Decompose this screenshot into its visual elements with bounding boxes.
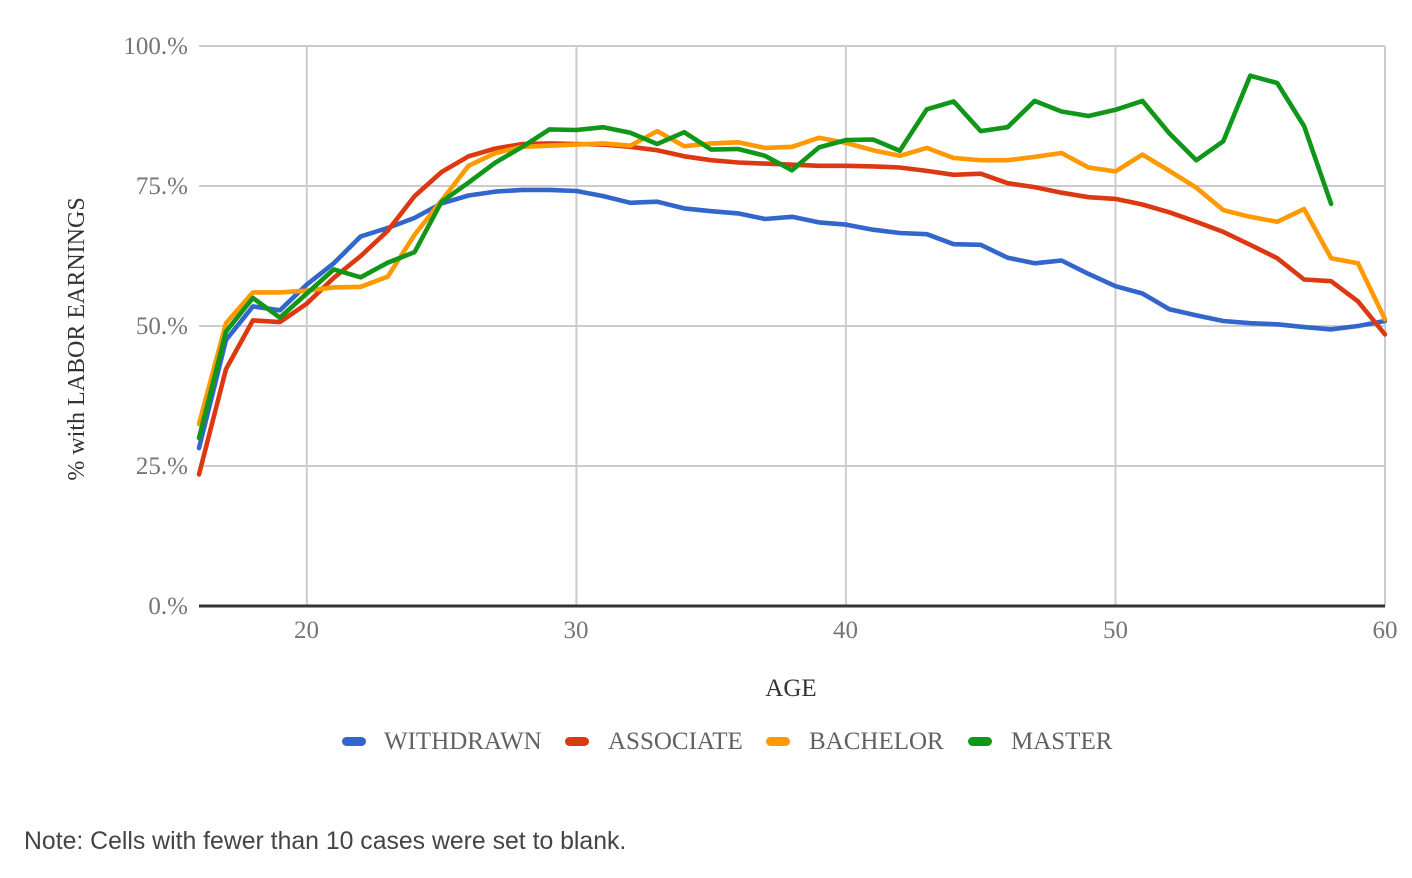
svg-text:100.%: 100.% <box>123 33 188 60</box>
svg-text:BACHELOR: BACHELOR <box>809 728 944 755</box>
svg-text:40: 40 <box>833 617 858 644</box>
svg-text:% with LABOR EARNINGS: % with LABOR EARNINGS <box>64 197 90 480</box>
svg-text:WITHDRAWN: WITHDRAWN <box>384 728 542 755</box>
svg-text:Note: Cells with fewer than 10: Note: Cells with fewer than 10 cases wer… <box>24 828 626 855</box>
svg-text:ASSOCIATE: ASSOCIATE <box>608 728 743 755</box>
svg-text:50.%: 50.% <box>136 313 188 340</box>
svg-text:AGE: AGE <box>765 675 816 702</box>
svg-text:30: 30 <box>564 617 589 644</box>
svg-text:50: 50 <box>1103 617 1128 644</box>
svg-text:MASTER: MASTER <box>1011 728 1113 755</box>
svg-text:20: 20 <box>294 617 319 644</box>
svg-text:25.%: 25.% <box>136 453 188 480</box>
svg-text:75.%: 75.% <box>136 173 188 200</box>
svg-text:0.%: 0.% <box>148 593 188 620</box>
svg-text:60: 60 <box>1373 617 1398 644</box>
